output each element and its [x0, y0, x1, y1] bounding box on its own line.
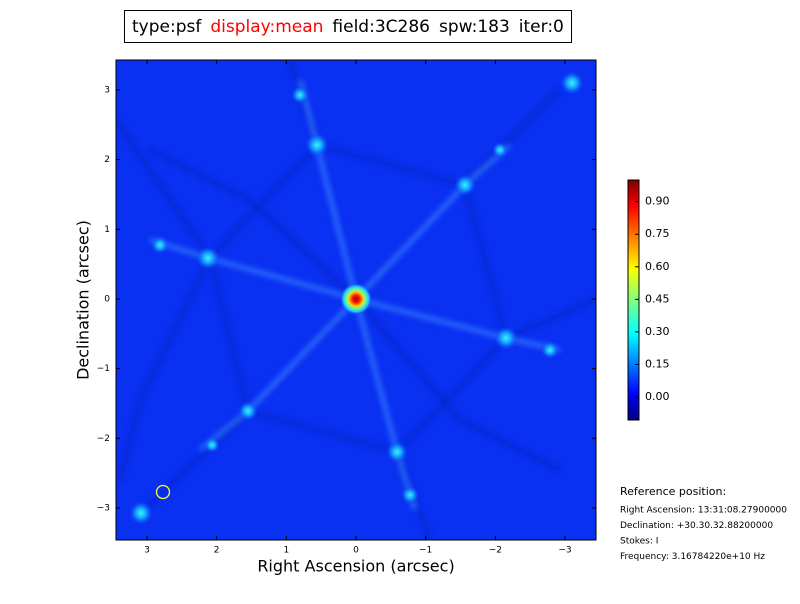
colorbar-tick-label: 0.90: [645, 195, 670, 208]
colorbar-tick-label: 0.75: [645, 227, 670, 240]
reference-heading: Reference position:: [620, 485, 726, 498]
colorbar-tick-label: 0.00: [645, 390, 670, 403]
title-part: display:mean: [210, 16, 324, 37]
x-tick-label: 0: [353, 546, 359, 556]
colorbar-tick-label: 0.15: [645, 357, 670, 370]
x-tick-label: 1: [283, 546, 289, 556]
x-tick-label: −3: [558, 546, 571, 556]
reference-line: Right Ascension: 13:31:08.27900000: [620, 506, 787, 516]
title-box: type:psf display:mean field:3C286 spw:183 it…: [124, 10, 572, 43]
y-tick-label: 3: [104, 85, 110, 95]
x-tick-label: 3: [144, 546, 150, 556]
reference-line: Frequency: 3.16784220e+10 Hz: [620, 552, 765, 562]
y-tick-label: −3: [97, 503, 110, 513]
y-tick-label: −2: [97, 434, 110, 444]
x-axis-label: Right Ascension (arcsec): [257, 557, 454, 576]
y-tick-label: 1: [104, 225, 110, 235]
colorbar-tick-label: 0.30: [645, 325, 670, 338]
colorbar: [627, 179, 640, 421]
image: [116, 60, 596, 540]
reference-line: Declination: +30.30.32.88200000: [620, 521, 773, 531]
y-tick-label: −1: [97, 364, 110, 374]
y-tick-label: 2: [104, 155, 110, 165]
y-tick-label: 0: [104, 294, 110, 304]
title-part: iter:0: [518, 16, 564, 37]
colorbar-tick-label: 0.60: [645, 260, 670, 273]
title-part: spw:183: [438, 16, 510, 37]
y-axis-label: Declination (arcsec): [74, 220, 93, 380]
colorbar-tick-label: 0.45: [645, 292, 670, 305]
reference-line: Stokes: I: [620, 537, 658, 547]
x-tick-label: 2: [214, 546, 220, 556]
x-tick-label: −1: [419, 546, 432, 556]
sidelobes: [129, 71, 584, 525]
beam: [155, 484, 171, 500]
title-part: type:psf: [132, 16, 202, 37]
x-tick-label: −2: [489, 546, 502, 556]
title-part: field:3C286: [332, 16, 430, 37]
psf-peak: [340, 283, 372, 315]
